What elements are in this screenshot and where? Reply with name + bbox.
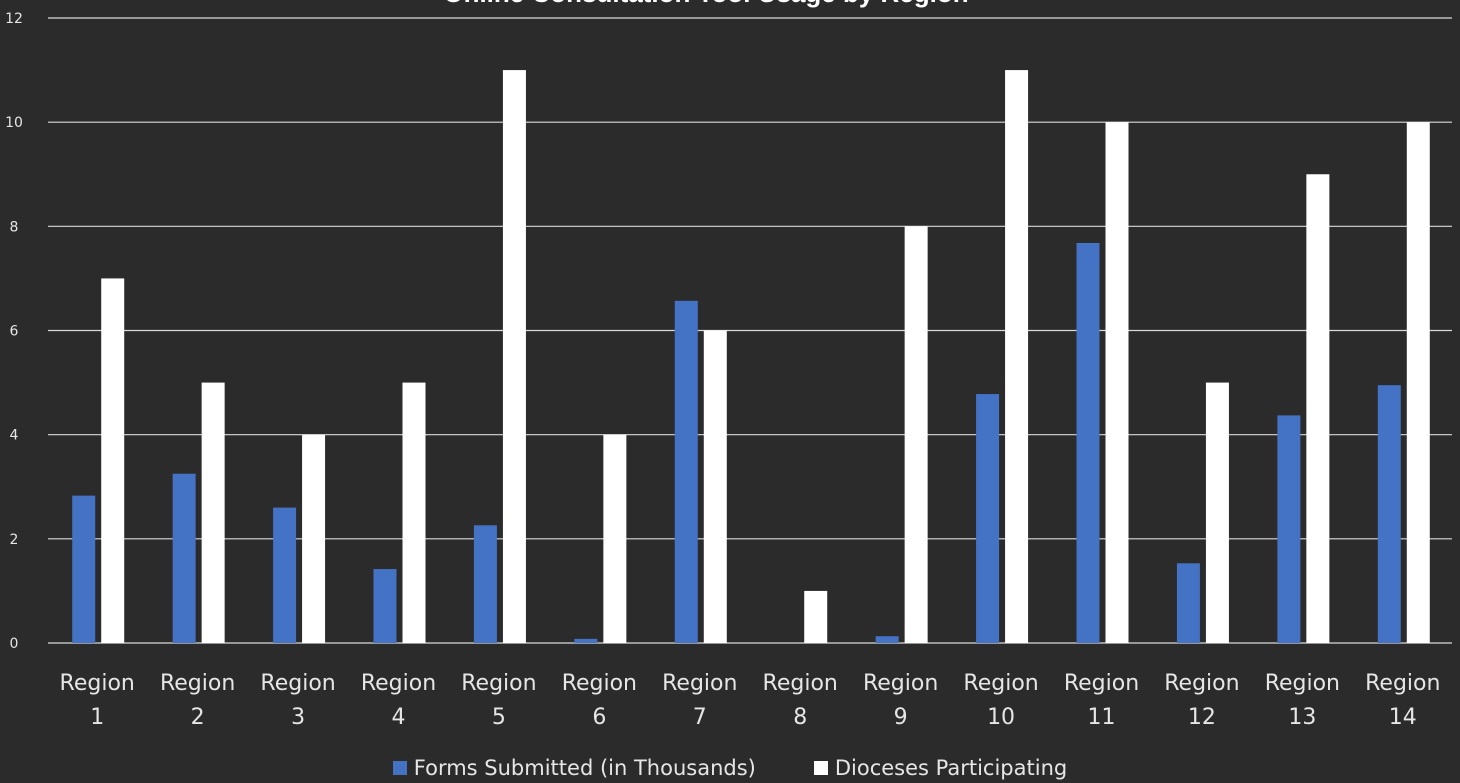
y-tick-label: 12 — [5, 11, 23, 27]
y-tick-label: 6 — [10, 324, 19, 340]
x-tick-label: Region 5 — [461, 671, 536, 730]
x-tick-label: Region 7 — [662, 671, 737, 730]
bar-forms-submitted — [1076, 243, 1100, 643]
bar-forms-submitted — [72, 495, 96, 643]
y-tick-label: 0 — [10, 636, 19, 652]
bar-forms-submitted — [473, 525, 497, 643]
bar-forms-submitted — [574, 638, 598, 643]
bar-dioceses-participating — [502, 70, 526, 644]
bar-dioceses-participating — [1406, 122, 1430, 643]
y-tick-label: 10 — [5, 115, 23, 131]
bar-dioceses-participating — [1105, 122, 1129, 643]
x-tick-label: Region 2 — [160, 671, 235, 730]
legend-label-dioceses: Dioceses Participating — [834, 755, 1068, 780]
bar-dioceses-participating — [402, 382, 426, 643]
bar-forms-submitted — [373, 569, 397, 643]
bar-dioceses-participating — [201, 382, 225, 643]
x-tick-label: Region 14 — [1365, 671, 1440, 730]
legend: Forms Submitted (in Thousands) Dioceses … — [0, 752, 1460, 783]
bar-dioceses-participating — [904, 226, 928, 644]
x-tick-label: Region 12 — [1164, 671, 1239, 730]
bar-dioceses-participating — [1205, 382, 1229, 643]
x-tick-label: Region 1 — [60, 671, 135, 730]
gridlines — [48, 17, 1452, 644]
legend-swatch-dioceses — [813, 760, 828, 775]
bar-forms-submitted — [674, 300, 698, 643]
x-tick-label: Region 9 — [863, 671, 938, 730]
legend-swatch-forms — [392, 760, 407, 775]
x-tick-label: Region 10 — [963, 671, 1038, 730]
bar-dioceses-participating — [703, 330, 727, 643]
y-tick-label: 4 — [10, 428, 19, 444]
legend-label-forms: Forms Submitted (in Thousands) — [413, 755, 756, 780]
bar-dioceses-participating — [603, 434, 627, 643]
bar-forms-submitted — [1277, 415, 1301, 643]
bar-forms-submitted — [1176, 563, 1200, 643]
chart-title: Online Consultation Tool Usage by Region — [443, 0, 968, 8]
x-tick-label: Region 8 — [763, 671, 838, 730]
bar-forms-submitted — [273, 507, 297, 643]
x-tick-label: Region 4 — [361, 671, 436, 730]
x-tick-label: Region 3 — [260, 671, 335, 730]
bar-dioceses-participating — [101, 278, 125, 643]
bar-forms-submitted — [1377, 385, 1401, 643]
bar-forms-submitted — [976, 394, 1000, 643]
bar-dioceses-participating — [302, 434, 326, 643]
x-tick-label: Region 13 — [1265, 671, 1340, 730]
x-tick-label: Region 6 — [562, 671, 637, 730]
bar-forms-submitted — [172, 473, 196, 643]
legend-item-forms: Forms Submitted (in Thousands) — [392, 755, 756, 780]
x-tick-label: Region 11 — [1064, 671, 1139, 730]
legend-item-dioceses: Dioceses Participating — [813, 755, 1068, 780]
bar-dioceses-participating — [1306, 174, 1330, 643]
axis-labels: 0 2 4 6 8 10 12 Region 1 Region 2 Region 3 Region 4 Reg… — [5, 11, 1440, 730]
bar-dioceses-participating — [1005, 70, 1029, 644]
bar-dioceses-participating — [804, 590, 828, 643]
y-tick-label: 8 — [10, 219, 19, 235]
bars — [72, 70, 1430, 644]
y-tick-label: 2 — [10, 532, 19, 548]
bar-forms-submitted — [875, 636, 899, 643]
